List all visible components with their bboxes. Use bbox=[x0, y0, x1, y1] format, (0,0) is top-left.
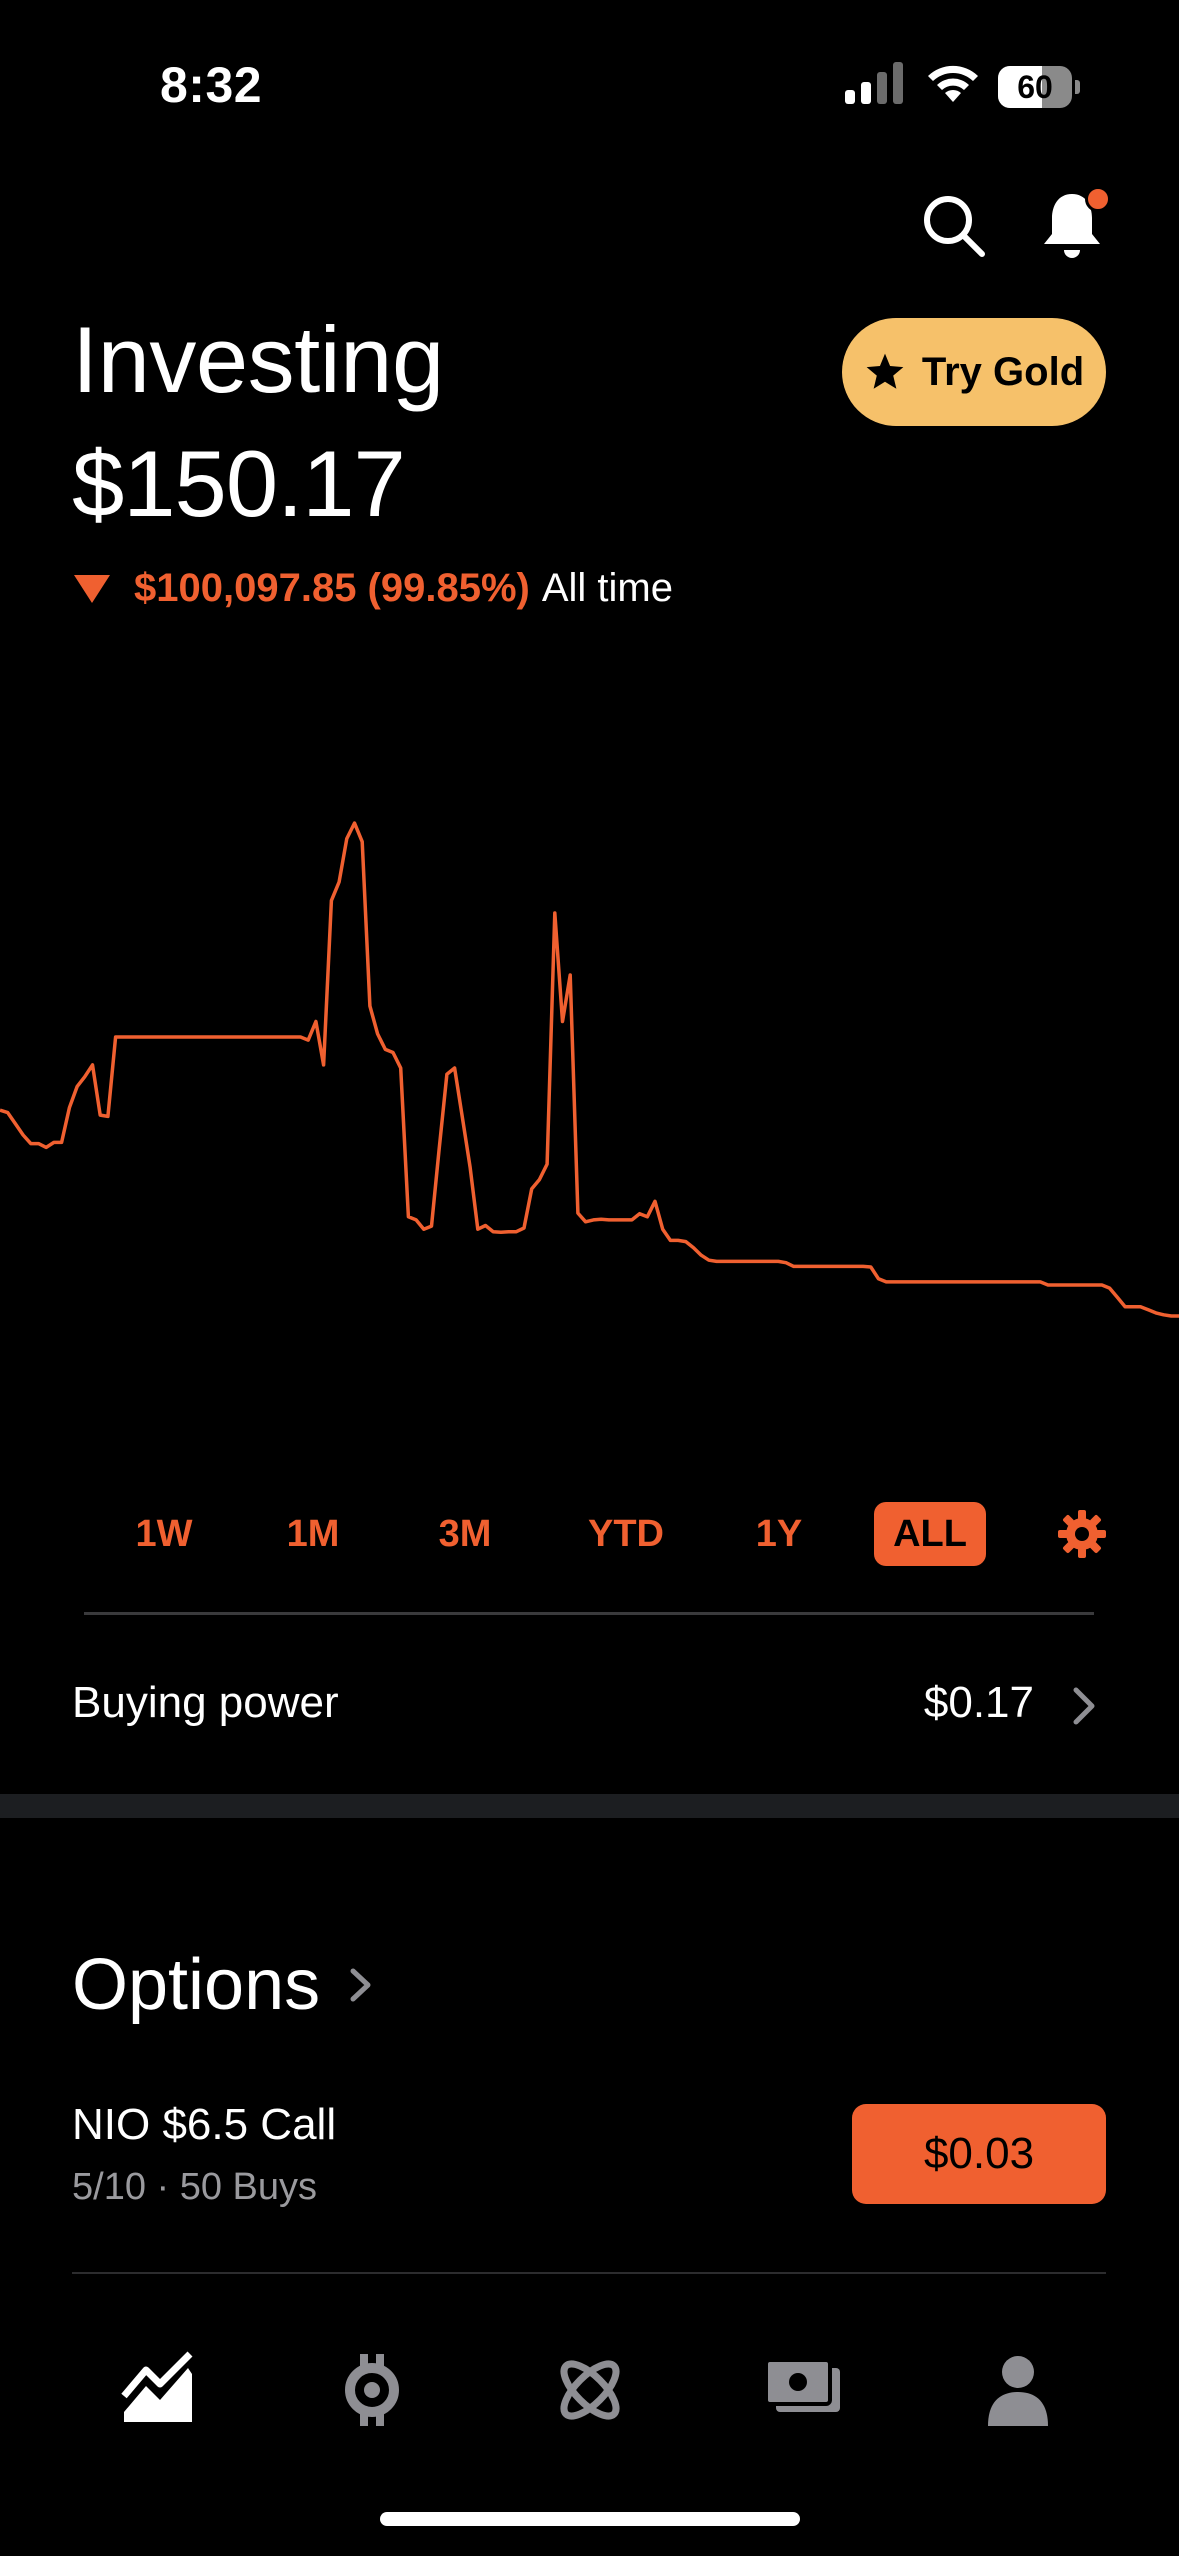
tab-investing-chart-icon[interactable] bbox=[118, 2350, 198, 2430]
buying-power-row[interactable]: Buying power $0.17 bbox=[0, 1654, 1179, 1764]
wifi-icon bbox=[928, 65, 978, 102]
notification-dot bbox=[1085, 186, 1111, 212]
try-gold-label: Try Gold bbox=[921, 349, 1085, 394]
divider bbox=[84, 1612, 1094, 1615]
chevron-right-icon bbox=[350, 1968, 371, 2002]
range-3m-button[interactable]: 3M bbox=[438, 1513, 492, 1555]
status-bar: 8:32 60 bbox=[0, 0, 1179, 150]
tab-explore-atom-icon[interactable] bbox=[550, 2350, 630, 2430]
chevron-right-icon bbox=[1073, 1687, 1095, 1725]
portfolio-value: $150.17 bbox=[72, 431, 406, 536]
tab-retirement-cash-icon[interactable] bbox=[762, 2350, 842, 2430]
cellular-signal-icon bbox=[845, 62, 903, 104]
buying-power-value: $0.17 bbox=[923, 1678, 1034, 1727]
status-time: 8:32 bbox=[160, 57, 263, 113]
star-icon bbox=[866, 353, 904, 389]
range-1y-button[interactable]: 1Y bbox=[755, 1513, 803, 1555]
option-price-button[interactable]: $0.03 bbox=[852, 2104, 1106, 2204]
gear-icon[interactable] bbox=[1056, 1508, 1108, 1560]
tab-crypto-icon[interactable] bbox=[332, 2350, 412, 2430]
range-1w-button[interactable]: 1W bbox=[135, 1513, 193, 1555]
bell-icon[interactable] bbox=[1040, 186, 1104, 262]
range-all-button[interactable]: ALL bbox=[874, 1502, 986, 1566]
options-header[interactable]: Options bbox=[72, 1944, 374, 2026]
page-title: Investing bbox=[72, 307, 444, 412]
home-indicator[interactable] bbox=[380, 2512, 800, 2526]
change-period: All time bbox=[541, 566, 673, 610]
tab-bar bbox=[0, 2310, 1179, 2470]
try-gold-button[interactable]: Try Gold bbox=[842, 318, 1106, 426]
battery-icon: 60 bbox=[998, 66, 1080, 108]
tab-account-person-icon[interactable] bbox=[978, 2350, 1058, 2430]
options-title: Options bbox=[72, 1945, 321, 2025]
battery-level: 60 bbox=[1017, 69, 1053, 105]
portfolio-chart[interactable] bbox=[0, 760, 1179, 1480]
option-subtitle: 5/10 · 50 Buys bbox=[72, 2166, 318, 2208]
search-icon[interactable] bbox=[920, 192, 986, 258]
range-1m-button[interactable]: 1M bbox=[286, 1513, 340, 1555]
change-amount: $100,097.85 (99.85%) bbox=[134, 566, 530, 610]
range-selector: 1W 1M 3M YTD 1Y ALL bbox=[0, 1494, 1179, 1574]
portfolio-change: $100,097.85 (99.85%) All time bbox=[74, 566, 673, 611]
buying-power-label: Buying power bbox=[72, 1678, 339, 1727]
divider bbox=[72, 2272, 1106, 2274]
option-name[interactable]: NIO $6.5 Call bbox=[72, 2100, 337, 2149]
section-separator bbox=[0, 1794, 1179, 1818]
down-arrow-icon bbox=[74, 574, 110, 603]
chart-line bbox=[0, 821, 1179, 1318]
range-ytd-button[interactable]: YTD bbox=[588, 1513, 664, 1555]
